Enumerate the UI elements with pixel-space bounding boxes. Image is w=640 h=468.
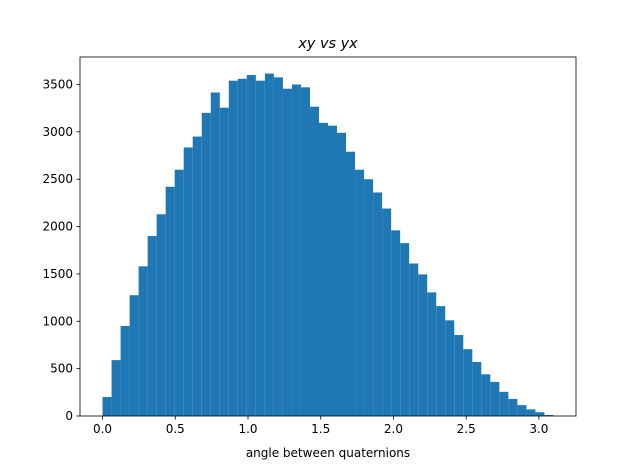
bar (427, 292, 437, 416)
bar (454, 335, 464, 416)
plot-frame (79, 56, 577, 417)
x-axis-label: angle between quaternions (246, 446, 410, 460)
bar (445, 320, 455, 416)
x-tick-label: 0.0 (93, 422, 112, 436)
bar (373, 192, 383, 416)
bar (228, 80, 238, 417)
bar (246, 74, 256, 416)
bar (165, 186, 175, 416)
y-tick-label: 1500 (42, 267, 73, 281)
bar (318, 122, 328, 416)
bar (517, 405, 527, 416)
bar (409, 263, 419, 416)
bar (400, 243, 410, 416)
bar (237, 78, 247, 416)
bar (282, 88, 292, 417)
x-tick-label: 0.5 (166, 422, 185, 436)
bar (192, 136, 202, 417)
bar (156, 214, 166, 416)
y-tick-label: 3000 (42, 125, 73, 139)
bar (337, 132, 347, 416)
y-tick-label: 2000 (42, 220, 73, 234)
bar (309, 106, 319, 416)
x-tick-label: 2.0 (384, 422, 403, 436)
bar (255, 80, 265, 417)
bar (264, 73, 274, 417)
bar (174, 169, 184, 416)
bar (499, 391, 509, 416)
bar (463, 349, 473, 416)
bar (526, 409, 536, 416)
bar (210, 92, 220, 416)
bar (120, 326, 130, 416)
bar (481, 374, 491, 416)
bar (382, 208, 392, 416)
bar (418, 274, 428, 416)
bar (147, 236, 157, 416)
bar (219, 107, 229, 416)
bar (490, 381, 500, 416)
bar (364, 179, 374, 416)
bar (391, 230, 401, 416)
y-tick-label: 500 (50, 362, 73, 376)
y-tick-label: 0 (65, 409, 73, 423)
y-tick-label: 3500 (42, 77, 73, 91)
bar (273, 77, 283, 417)
bar (111, 360, 121, 416)
bar (201, 112, 211, 417)
bar (436, 306, 446, 416)
bar (535, 412, 545, 416)
bar (291, 84, 301, 416)
bar (300, 87, 310, 417)
bar (183, 147, 193, 416)
bar (138, 266, 148, 416)
x-tick-label: 2.5 (457, 422, 476, 436)
bar (346, 151, 356, 416)
y-tick-label: 1000 (42, 314, 73, 328)
bar (355, 169, 365, 416)
bar (328, 125, 338, 417)
chart-title: xy vs yx (297, 36, 358, 52)
x-tick-label: 3.0 (529, 422, 548, 436)
x-tick-label: 1.5 (311, 422, 330, 436)
bar (472, 362, 482, 416)
bar (129, 295, 139, 416)
bar (544, 415, 554, 416)
y-tick-label: 2500 (42, 172, 73, 186)
x-tick-label: 1.0 (238, 422, 257, 436)
bar (102, 397, 112, 416)
bar (508, 398, 518, 416)
